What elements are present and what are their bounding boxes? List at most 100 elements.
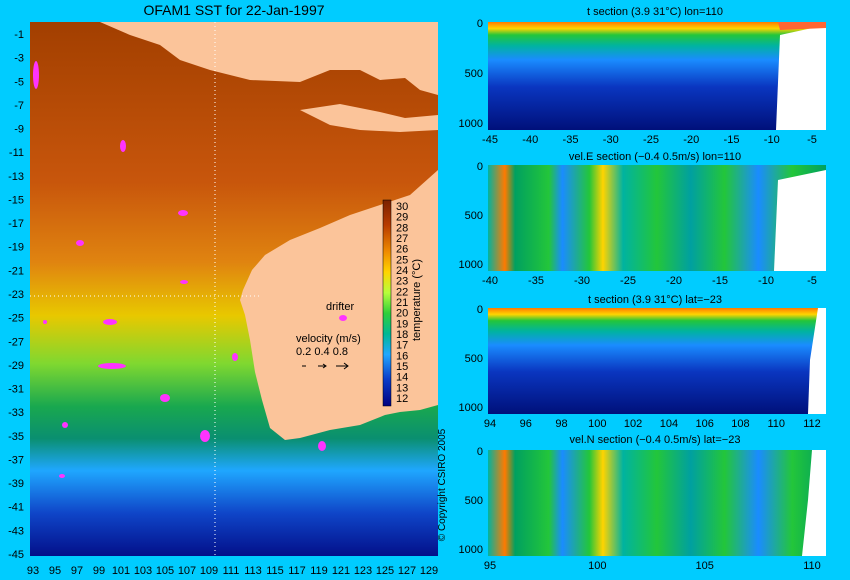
drifter-marker [180,280,188,284]
copyright-text: © Copyright CSIRO 2005 [437,428,448,541]
drifter-marker [103,319,117,325]
x-tick-label: -20 [683,134,699,146]
x-tick-label: 100 [588,560,606,572]
x-tick-label: -15 [724,134,740,146]
panel-land [776,25,826,130]
map-x-tick-label: 121 [332,565,350,577]
panel-land [802,450,826,556]
velocity-arrow-icon [318,363,327,369]
t-section-lon-panel: t section (3.9 31°C) lon=110 -45 -40 -35 -3… [459,6,826,146]
velocity-legend-values: 0.2 0.4 0.8 [296,346,348,358]
map-y-tick-label: -27 [8,336,24,348]
x-tick-label: -35 [528,275,544,287]
x-tick-label: -40 [522,134,538,146]
vel-e-section-panel: vel.E section (−0.4 0.5m/s) lon=110 -40-… [459,151,826,287]
y-tick-label: 0 [477,18,483,30]
x-tick-label: 102 [624,418,642,430]
drifter-marker [200,430,210,442]
y-tick-labels: 0 500 1000 [459,161,483,271]
x-tick-label: 108 [731,418,749,430]
colorbar-tick-label: 30 [396,201,408,213]
colorbar-tick-label: 15 [396,361,408,373]
drifter-marker [318,441,326,451]
panel-title: t section (3.9 31°C) lat=−23 [588,294,722,306]
x-tick-label: 100 [588,418,606,430]
x-tick-label: 105 [695,560,713,572]
colorbar-tick-label: 20 [396,308,408,320]
x-tick-label: -10 [764,134,780,146]
map-x-tick-label: 123 [354,565,372,577]
colorbar-tick-label: 29 [396,212,408,224]
x-tick-label: -15 [712,275,728,287]
drifter-marker [160,394,170,402]
drifter-markers [33,61,326,478]
map-y-tick-label: -13 [8,171,24,183]
map-y-tick-label: -17 [8,218,24,230]
x-tick-label: -45 [482,134,498,146]
map-x-tick-label: 111 [223,565,240,577]
x-tick-label: -40 [482,275,498,287]
map-y-tick-label: -29 [8,360,24,372]
map-y-tick-label: -37 [8,454,24,466]
map-y-tick-label: -9 [14,124,24,136]
map-x-tick-label: 101 [112,565,130,577]
x-tick-label: -25 [643,134,659,146]
land-indonesia [100,22,438,95]
map-y-tick-label: -41 [8,502,24,514]
x-tick-label: 112 [803,418,821,430]
panel-land [774,170,826,271]
panel-land-top [778,22,826,30]
y-tick-label: 0 [477,304,483,316]
colorbar-tick-label: 24 [396,265,408,277]
x-tick-labels: 95 100 105 110 [484,560,821,572]
y-tick-labels: 0 500 1000 [459,446,483,556]
drifter-marker [33,61,39,89]
colorbar-tick-label: 28 [396,222,408,234]
map-x-tick-label: 93 [27,565,39,577]
map-x-tick-label: 115 [266,565,284,577]
x-tick-label: -30 [603,134,619,146]
panel-field [488,22,826,130]
panel-title: vel.N section (−0.4 0.5m/s) lat=−23 [570,434,741,446]
colorbar-tick-label: 27 [396,233,408,245]
drifter-marker [120,140,126,152]
colorbar-tick-label: 12 [396,393,408,405]
y-tick-label: 1000 [459,544,483,556]
drifter-marker [178,210,188,216]
colorbar-tick-label: 23 [396,276,408,288]
y-tick-label: 0 [477,161,483,173]
map-x-tick-label: 103 [134,565,152,577]
y-tick-label: 1000 [459,118,483,130]
colorbar-bar [382,199,392,407]
y-tick-label: 1000 [459,259,483,271]
drifter-marker [62,422,68,428]
y-tick-label: 500 [465,353,483,365]
colorbar-tick-label: 26 [396,244,408,256]
x-tick-label: 98 [555,418,567,430]
x-tick-label: 94 [484,418,496,430]
colorbar-tick-label: 17 [396,340,408,352]
map-y-tick-label: -5 [14,76,24,88]
vel-n-section-panel: vel.N section (−0.4 0.5m/s) lat=−23 95 10… [459,434,826,572]
drifter-marker [98,363,126,369]
panel-field [488,308,826,414]
x-tick-label: -25 [620,275,636,287]
map-y-tick-label: -11 [9,147,24,159]
panel-land [808,308,826,414]
map-x-tick-label: 125 [376,565,394,577]
map-x-tick-label: 99 [93,565,105,577]
x-tick-labels: -40 -35 -30 -25 -20 -15 -10 -5 [482,275,817,287]
map-y-tick-label: -43 [8,525,24,537]
map-y-tick-label: -7 [14,100,24,112]
map-y-tick-label: -15 [8,194,24,206]
map-x-tick-label: 97 [71,565,83,577]
drifter-marker [232,353,238,361]
x-tick-label: 110 [767,418,785,430]
map-y-tick-label: -25 [8,313,24,325]
x-tick-label: 96 [520,418,532,430]
x-tick-labels: -45 -40 -35 -30 -25 -20 -15 -10 -5 [482,134,817,146]
x-tick-label: 95 [484,560,496,572]
velocity-arrow-icon [336,362,349,370]
drifter-legend-marker [339,315,347,321]
